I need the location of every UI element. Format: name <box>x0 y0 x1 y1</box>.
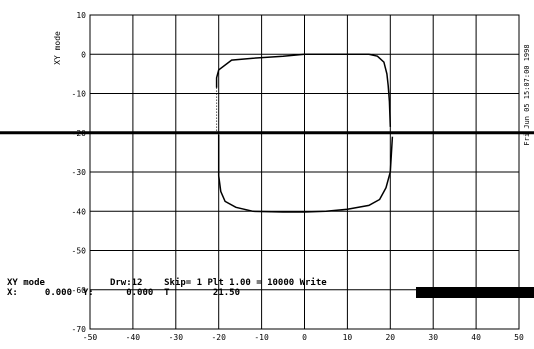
y-tick-label-7: -60 <box>72 286 87 295</box>
y-tick-label-8: -70 <box>72 325 87 334</box>
x-tick-label-3: -20 <box>211 333 226 342</box>
y-axis-label: XY mode <box>53 31 62 65</box>
plot-border <box>89 14 520 330</box>
x-tick-label-10: 50 <box>514 333 524 342</box>
x-tick-label-4: -10 <box>254 333 269 342</box>
x-tick-label-0: -50 <box>83 333 98 342</box>
x-tick-label-7: 20 <box>385 333 395 342</box>
data-curves <box>215 53 394 213</box>
y-tick-label-4: -30 <box>72 168 87 177</box>
y-tick-labels: 10 0 -10 -20 -30 -40 -50 -60 -70 <box>72 11 87 334</box>
x-tick-labels: -50 -40 -30 -20 -10 0 10 20 30 40 50 <box>83 333 524 342</box>
y-tick-label-5: -40 <box>72 207 87 216</box>
x-tick-label-8: 30 <box>428 333 438 342</box>
y-tick-label-6: -50 <box>72 247 87 256</box>
write-indicator-bar <box>416 287 534 298</box>
x-tick-label-9: 40 <box>471 333 481 342</box>
x-tick-label-1: -40 <box>126 333 141 342</box>
y-tick-label-1: 0 <box>81 50 86 59</box>
status-line-2: X: 0.000 Y: 0.000 T 21.50 <box>7 288 240 298</box>
status-line-1: XY mode Drw:12 Skip= 1 Plt 1.00 = 10000 … <box>7 278 327 288</box>
x-tick-label-2: -30 <box>169 333 184 342</box>
y-tick-label-3: -20 <box>72 129 87 138</box>
y-tick-label-0: 10 <box>76 11 86 20</box>
plot-frame <box>89 14 520 330</box>
series-curve-0 <box>215 53 392 127</box>
series-curve-1 <box>217 134 394 213</box>
y-tick-label-2: -10 <box>72 90 87 99</box>
timestamp-side-label: Fri Jun 05 15:07:00 1998 <box>523 44 531 145</box>
x-tick-label-6: 10 <box>343 333 353 342</box>
x-tick-label-5: 0 <box>302 333 307 342</box>
